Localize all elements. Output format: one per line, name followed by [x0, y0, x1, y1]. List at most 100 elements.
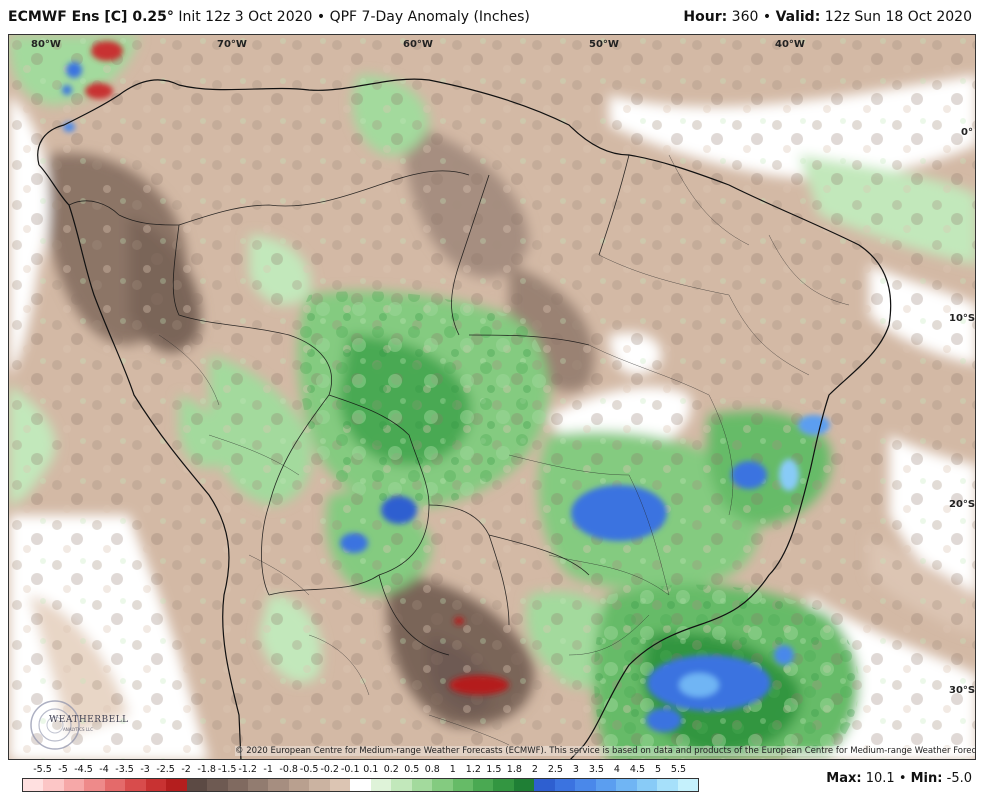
colorbar — [22, 778, 699, 792]
min-value: -5.0 — [946, 771, 972, 786]
stats-bullet: • — [898, 771, 907, 786]
colorbar-swatch — [411, 779, 433, 791]
logo-text: WEATHERBELL — [49, 715, 129, 725]
colorbar-tick-label: 1.2 — [465, 764, 481, 775]
header: ECMWF Ens [C] 0.25° Init 12z 3 Oct 2020 … — [0, 0, 984, 34]
copyright-notice: © 2020 European Centre for Medium-range … — [235, 746, 975, 756]
colorbar-tick-label: -4.5 — [74, 764, 93, 775]
colorbar-tick-label: 3.5 — [588, 764, 604, 775]
colorbar-swatch — [472, 779, 494, 791]
colorbar-tick-label: -1 — [263, 764, 273, 775]
bullet-sep: • — [316, 9, 326, 25]
colorbar-swatch — [145, 779, 167, 791]
title-left: ECMWF Ens [C] 0.25° Init 12z 3 Oct 2020 … — [8, 0, 530, 34]
colorbar-swatch — [207, 779, 228, 791]
hour-value: 360 — [731, 9, 759, 25]
colorbar-swatch — [43, 779, 64, 791]
colorbar-tick-label: 0.2 — [383, 764, 399, 775]
colorbar-swatch — [104, 779, 126, 791]
colorbar-tick-label: -0.5 — [299, 764, 319, 775]
colorbar-swatch — [23, 779, 44, 791]
colorbar-tick-label: -3.5 — [115, 764, 134, 775]
colorbar-tick-label: -1.8 — [197, 764, 216, 775]
colorbar-swatch — [657, 779, 678, 791]
lat-label-30s: 30°S — [949, 685, 976, 696]
heavy-precip — [62, 62, 830, 732]
colorbar-tick-label: 1.5 — [486, 764, 502, 775]
country-borders — [68, 154, 630, 656]
colorbar-swatch — [636, 779, 658, 791]
init-time: Init 12z 3 Oct 2020 — [178, 9, 313, 25]
logo-swirl-icon — [30, 700, 80, 750]
colorbar-swatch — [125, 779, 146, 791]
colorbar-swatch — [63, 779, 85, 791]
anomaly-map — [9, 35, 975, 759]
bullet-sep-2: • — [762, 9, 772, 25]
model-name: ECMWF Ens [C] 0.25 — [8, 9, 167, 25]
lon-label-80w: 80°W — [31, 39, 61, 50]
lon-label-50w: 50°W — [589, 39, 619, 50]
coastlines — [37, 78, 892, 759]
colorbar-tick-label: -5 — [58, 764, 68, 775]
colorbar-swatch — [268, 779, 289, 791]
colorbar-tick-label: 1 — [449, 764, 456, 775]
colorbar-swatch — [554, 779, 576, 791]
colorbar-tick-label: 0.8 — [424, 764, 440, 775]
degree-sign: ° — [166, 9, 174, 25]
weatherbell-logo: WEATHERBELL ANALYTICS LLC — [27, 697, 128, 753]
colorbar-swatch — [534, 779, 555, 791]
logo-subtext: ANALYTICS LLC — [63, 727, 94, 732]
colorbar-swatch — [309, 779, 330, 791]
colorbar-swatch — [247, 779, 269, 791]
colorbar-tick-label: 0.1 — [363, 764, 379, 775]
colorbar-tick-label: -0.8 — [279, 764, 298, 775]
valid-label: Valid: — [775, 9, 821, 25]
colorbar-tick-label: -0.2 — [320, 764, 339, 775]
hour-label: Hour: — [683, 9, 728, 25]
colorbar-tick-label: -2.5 — [156, 764, 175, 775]
colorbar-swatch — [227, 779, 248, 791]
colorbar-swatch — [370, 779, 392, 791]
lon-label-70w: 70°W — [217, 39, 247, 50]
lon-label-40w: 40°W — [775, 39, 805, 50]
colorbar-tick-label: 3 — [572, 764, 579, 775]
colorbar-swatch — [432, 779, 453, 791]
colorbar-tick-label: -1.5 — [217, 764, 237, 775]
colorbar-tick-label: 2 — [531, 764, 538, 775]
colorbar-swatch — [166, 779, 187, 791]
colorbar-tick-label: 5 — [654, 764, 661, 775]
colorbar-swatch — [84, 779, 105, 791]
colorbar-swatch — [677, 779, 698, 791]
colorbar-swatch — [575, 779, 596, 791]
min-label: Min: — [910, 771, 943, 786]
extreme-dry — [85, 41, 509, 695]
texture-wet-1 — [298, 291, 549, 508]
lat-label-20s: 20°S — [949, 499, 976, 510]
colorbar-tick-label: -2 — [181, 764, 191, 775]
colorbar-tick-label: 4 — [613, 764, 620, 775]
colorbar-tick-label: -5.5 — [33, 764, 52, 775]
colorbar-tick-label: -4 — [99, 764, 109, 775]
lat-label-0: 0° — [961, 127, 973, 138]
lon-label-60w: 60°W — [403, 39, 433, 50]
colorbar-tick-label: 2.5 — [547, 764, 563, 775]
lat-label-10s: 10°S — [949, 313, 976, 324]
colorbar-tick-label: 0.5 — [404, 764, 420, 775]
max-value: 10.1 — [865, 771, 895, 786]
colorbar-tick-label: -1.2 — [238, 764, 257, 775]
colorbar-tick-label: 4.5 — [629, 764, 646, 775]
colorbar-swatch — [493, 779, 514, 791]
colorbar-swatch — [186, 779, 208, 791]
colorbar-swatch — [452, 779, 473, 791]
colorbar-swatch — [391, 779, 412, 791]
colorbar-tick-label: -3 — [140, 764, 150, 775]
colorbar-swatch — [350, 779, 371, 791]
colorbar-tick-label: 1.8 — [506, 764, 522, 775]
state-borders — [158, 154, 850, 746]
title-right: Hour: 360 • Valid: 12z Sun 18 Oct 2020 — [683, 0, 972, 34]
colorbar-swatch — [513, 779, 535, 791]
max-min-stats: Max: 10.1 • Min: -5.0 — [826, 771, 972, 786]
max-label: Max: — [826, 771, 862, 786]
colorbar-swatch — [616, 779, 637, 791]
colorbar-tick-label: 5.5 — [670, 764, 687, 775]
